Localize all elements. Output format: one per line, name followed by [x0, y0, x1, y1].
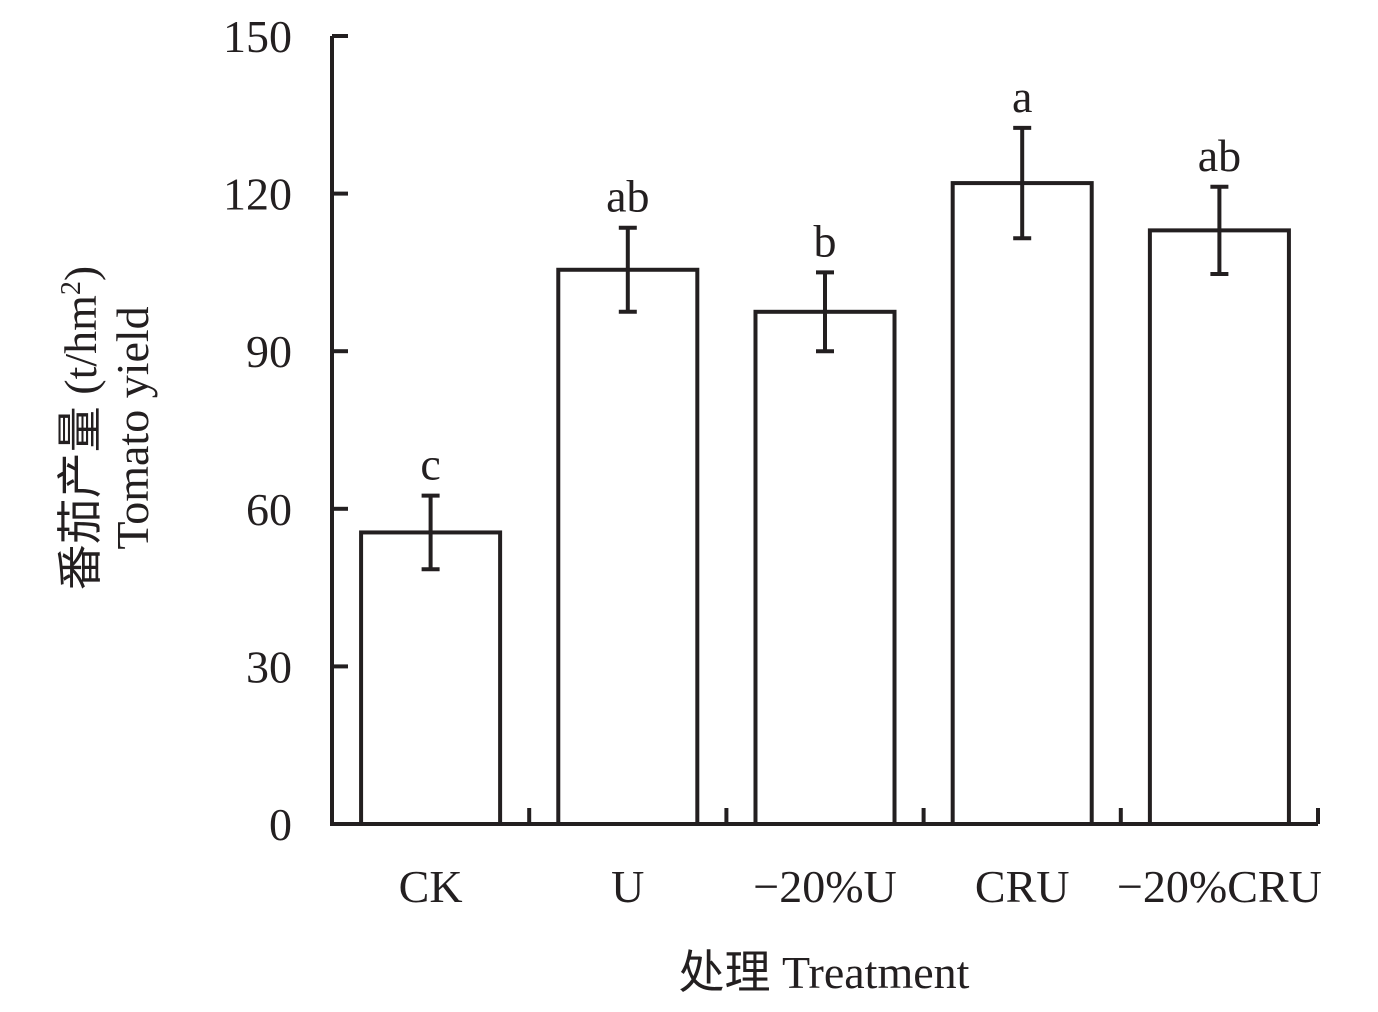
y-axis-title-close: ): [55, 266, 106, 281]
y-ticks-layer: 0 30 60 90 120 150: [223, 11, 348, 850]
significance-label: c: [420, 439, 440, 490]
significance-label: a: [1012, 71, 1032, 122]
x-tick-label: CK: [399, 861, 463, 912]
y-axis-title-en: Tomato yield: [107, 306, 158, 549]
significance-label: ab: [606, 171, 649, 222]
y-tick-label: 120: [223, 169, 292, 220]
bar: [359, 530, 503, 826]
significance-label: ab: [1198, 130, 1241, 181]
bar: [1147, 228, 1291, 826]
x-tick-label: CRU: [975, 861, 1070, 912]
y-tick-label: 150: [223, 11, 292, 62]
error-bars-layer: [421, 125, 1229, 572]
significance-label: b: [814, 215, 837, 266]
significance-labels-layer: c ab b a ab: [420, 71, 1241, 490]
y-tick-label: 0: [269, 799, 292, 850]
bar: [556, 267, 700, 827]
axes-layer: [330, 36, 1318, 826]
x-ticks-layer: CK U −20%U CRU −20%CRU: [399, 808, 1322, 912]
x-tick-label: U: [611, 861, 644, 912]
x-tick-label: −20%U: [753, 861, 896, 912]
bar: [950, 181, 1094, 827]
svg-text:番茄产量 (t/hm2): 番茄产量 (t/hm2): [55, 266, 106, 591]
x-tick-label: −20%CRU: [1117, 861, 1322, 912]
y-tick-label: 90: [246, 326, 292, 377]
bar: [753, 309, 897, 826]
y-axis-title-superscript: 2: [56, 281, 87, 295]
y-axis-title-cn: 番茄产量 (t/hm: [55, 295, 106, 590]
y-tick-label: 60: [246, 484, 292, 535]
y-tick-label: 30: [246, 641, 292, 692]
x-axis-title: 处理 Treatment: [679, 947, 970, 998]
y-axis-title: 番茄产量 (t/hm2) Tomato yield: [55, 266, 158, 591]
